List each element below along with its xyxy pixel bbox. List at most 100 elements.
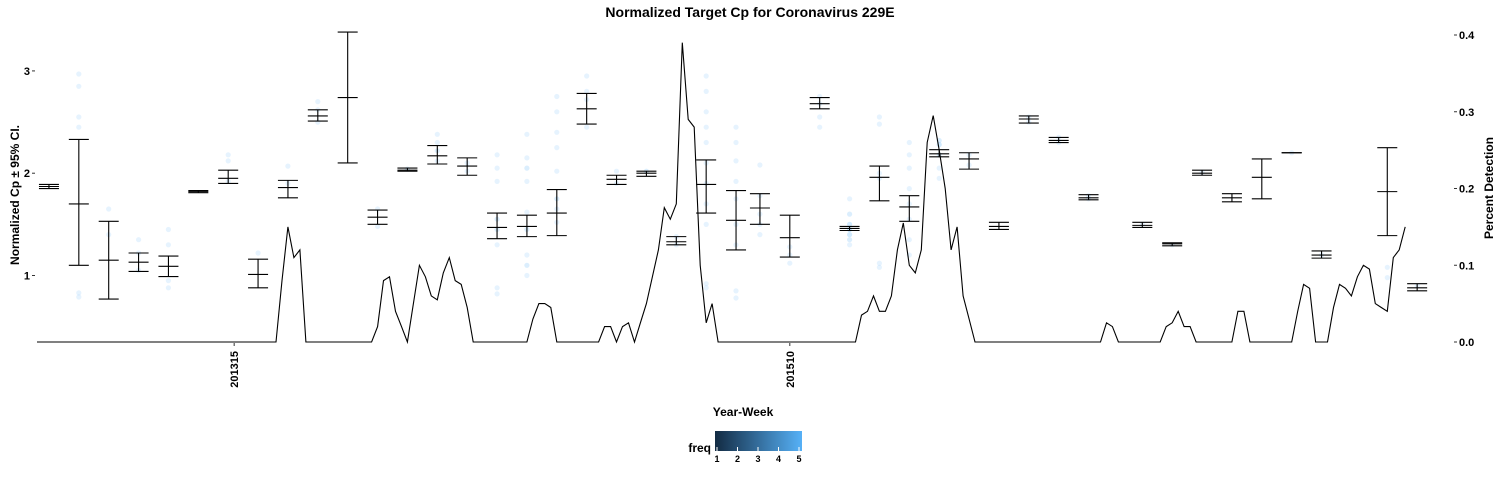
errorbar <box>988 221 1009 231</box>
data-point <box>225 152 231 158</box>
data-point <box>847 211 853 217</box>
errorbar <box>397 167 418 172</box>
errorbar <box>576 92 597 125</box>
data-point <box>703 285 709 291</box>
legend-tick-label: 3 <box>755 454 760 464</box>
data-point <box>524 155 530 161</box>
data-point <box>906 152 912 158</box>
errorbar <box>1251 158 1272 200</box>
data-point <box>76 71 82 77</box>
legend: freq 1 2 3 4 5 <box>688 431 802 464</box>
left-tick-label: 3 <box>24 66 30 78</box>
errorbar <box>636 170 657 177</box>
data-point <box>733 178 739 184</box>
errorbar <box>158 255 179 278</box>
errorbar <box>869 165 890 202</box>
data-point <box>524 131 530 137</box>
data-point <box>165 242 171 248</box>
data-point <box>524 165 530 171</box>
data-point <box>225 158 231 164</box>
data-point <box>136 237 142 243</box>
errorbar <box>248 258 269 289</box>
errorbar <box>128 252 149 272</box>
errorbar <box>779 214 800 258</box>
x-tick-label: 201315 <box>229 351 241 388</box>
right-tick-label: 0.0 <box>1459 337 1474 349</box>
data-point <box>524 209 530 215</box>
data-point <box>76 294 82 300</box>
right-tick-label: 0.2 <box>1459 184 1474 196</box>
data-point <box>613 168 620 174</box>
data-point <box>876 264 883 270</box>
legend-ticks: 1 2 3 4 5 <box>714 447 802 464</box>
data-point <box>733 124 739 130</box>
data-point <box>847 242 853 248</box>
errorbar <box>839 225 860 232</box>
errorbar <box>427 145 448 165</box>
data-point <box>787 260 793 266</box>
errorbar <box>1018 115 1039 124</box>
detection-line <box>37 42 1406 345</box>
errorbar <box>809 96 830 110</box>
right-axis: 0.0 0.1 0.2 0.3 0.4 <box>1454 30 1475 349</box>
errorbar <box>516 214 537 238</box>
right-tick-label: 0.4 <box>1459 30 1475 42</box>
data-point <box>906 237 912 243</box>
data-point <box>434 131 440 137</box>
errorbar-layer <box>38 31 1428 300</box>
data-point <box>703 88 709 94</box>
errorbar <box>1162 242 1183 247</box>
data-point <box>524 252 530 258</box>
data-point <box>524 272 530 279</box>
y-axis-right-label: Percent Detection <box>1482 137 1496 239</box>
right-tick-label: 0.3 <box>1459 107 1474 119</box>
data-point <box>285 163 291 169</box>
data-point <box>733 288 739 294</box>
data-point <box>847 196 853 202</box>
data-point <box>703 73 709 79</box>
legend-tick-label: 4 <box>776 454 781 464</box>
legend-tick-label: 2 <box>735 454 740 464</box>
points-layer <box>76 71 1420 301</box>
data-point <box>165 226 171 233</box>
data-point <box>76 114 82 120</box>
data-point <box>817 124 823 130</box>
data-point <box>906 186 912 192</box>
left-tick-label: 2 <box>24 168 30 180</box>
data-point <box>494 285 500 291</box>
legend-title: freq <box>688 441 711 455</box>
errorbar <box>367 209 388 225</box>
data-point <box>494 242 500 248</box>
data-point <box>494 165 500 171</box>
data-point <box>375 223 381 229</box>
data-point <box>165 285 171 291</box>
data-point <box>494 152 500 158</box>
data-point <box>494 178 500 184</box>
data-point <box>847 221 853 227</box>
legend-tick-label: 1 <box>714 454 719 464</box>
errorbar <box>1311 250 1332 259</box>
errorbar <box>277 179 298 199</box>
data-point <box>255 250 261 256</box>
left-tick-label: 1 <box>24 271 30 283</box>
errorbar <box>218 169 239 184</box>
data-point <box>876 121 883 127</box>
errorbar <box>749 193 770 225</box>
data-point <box>847 232 853 238</box>
errorbar <box>487 212 508 240</box>
data-point <box>703 139 709 146</box>
legend-tick-label: 5 <box>796 454 801 464</box>
errorbar <box>959 152 980 170</box>
y-axis-left-label: Normalized Cp ± 95% CI. <box>8 125 22 265</box>
errorbar <box>98 220 119 300</box>
errorbar <box>1132 221 1153 228</box>
data-point <box>906 165 912 171</box>
data-point <box>733 158 739 164</box>
x-tick-label: 201510 <box>785 351 797 388</box>
legend-colorbar <box>715 431 802 451</box>
data-point <box>554 145 560 151</box>
errorbar <box>1377 147 1398 237</box>
data-point <box>1384 275 1390 281</box>
data-point <box>165 278 171 284</box>
